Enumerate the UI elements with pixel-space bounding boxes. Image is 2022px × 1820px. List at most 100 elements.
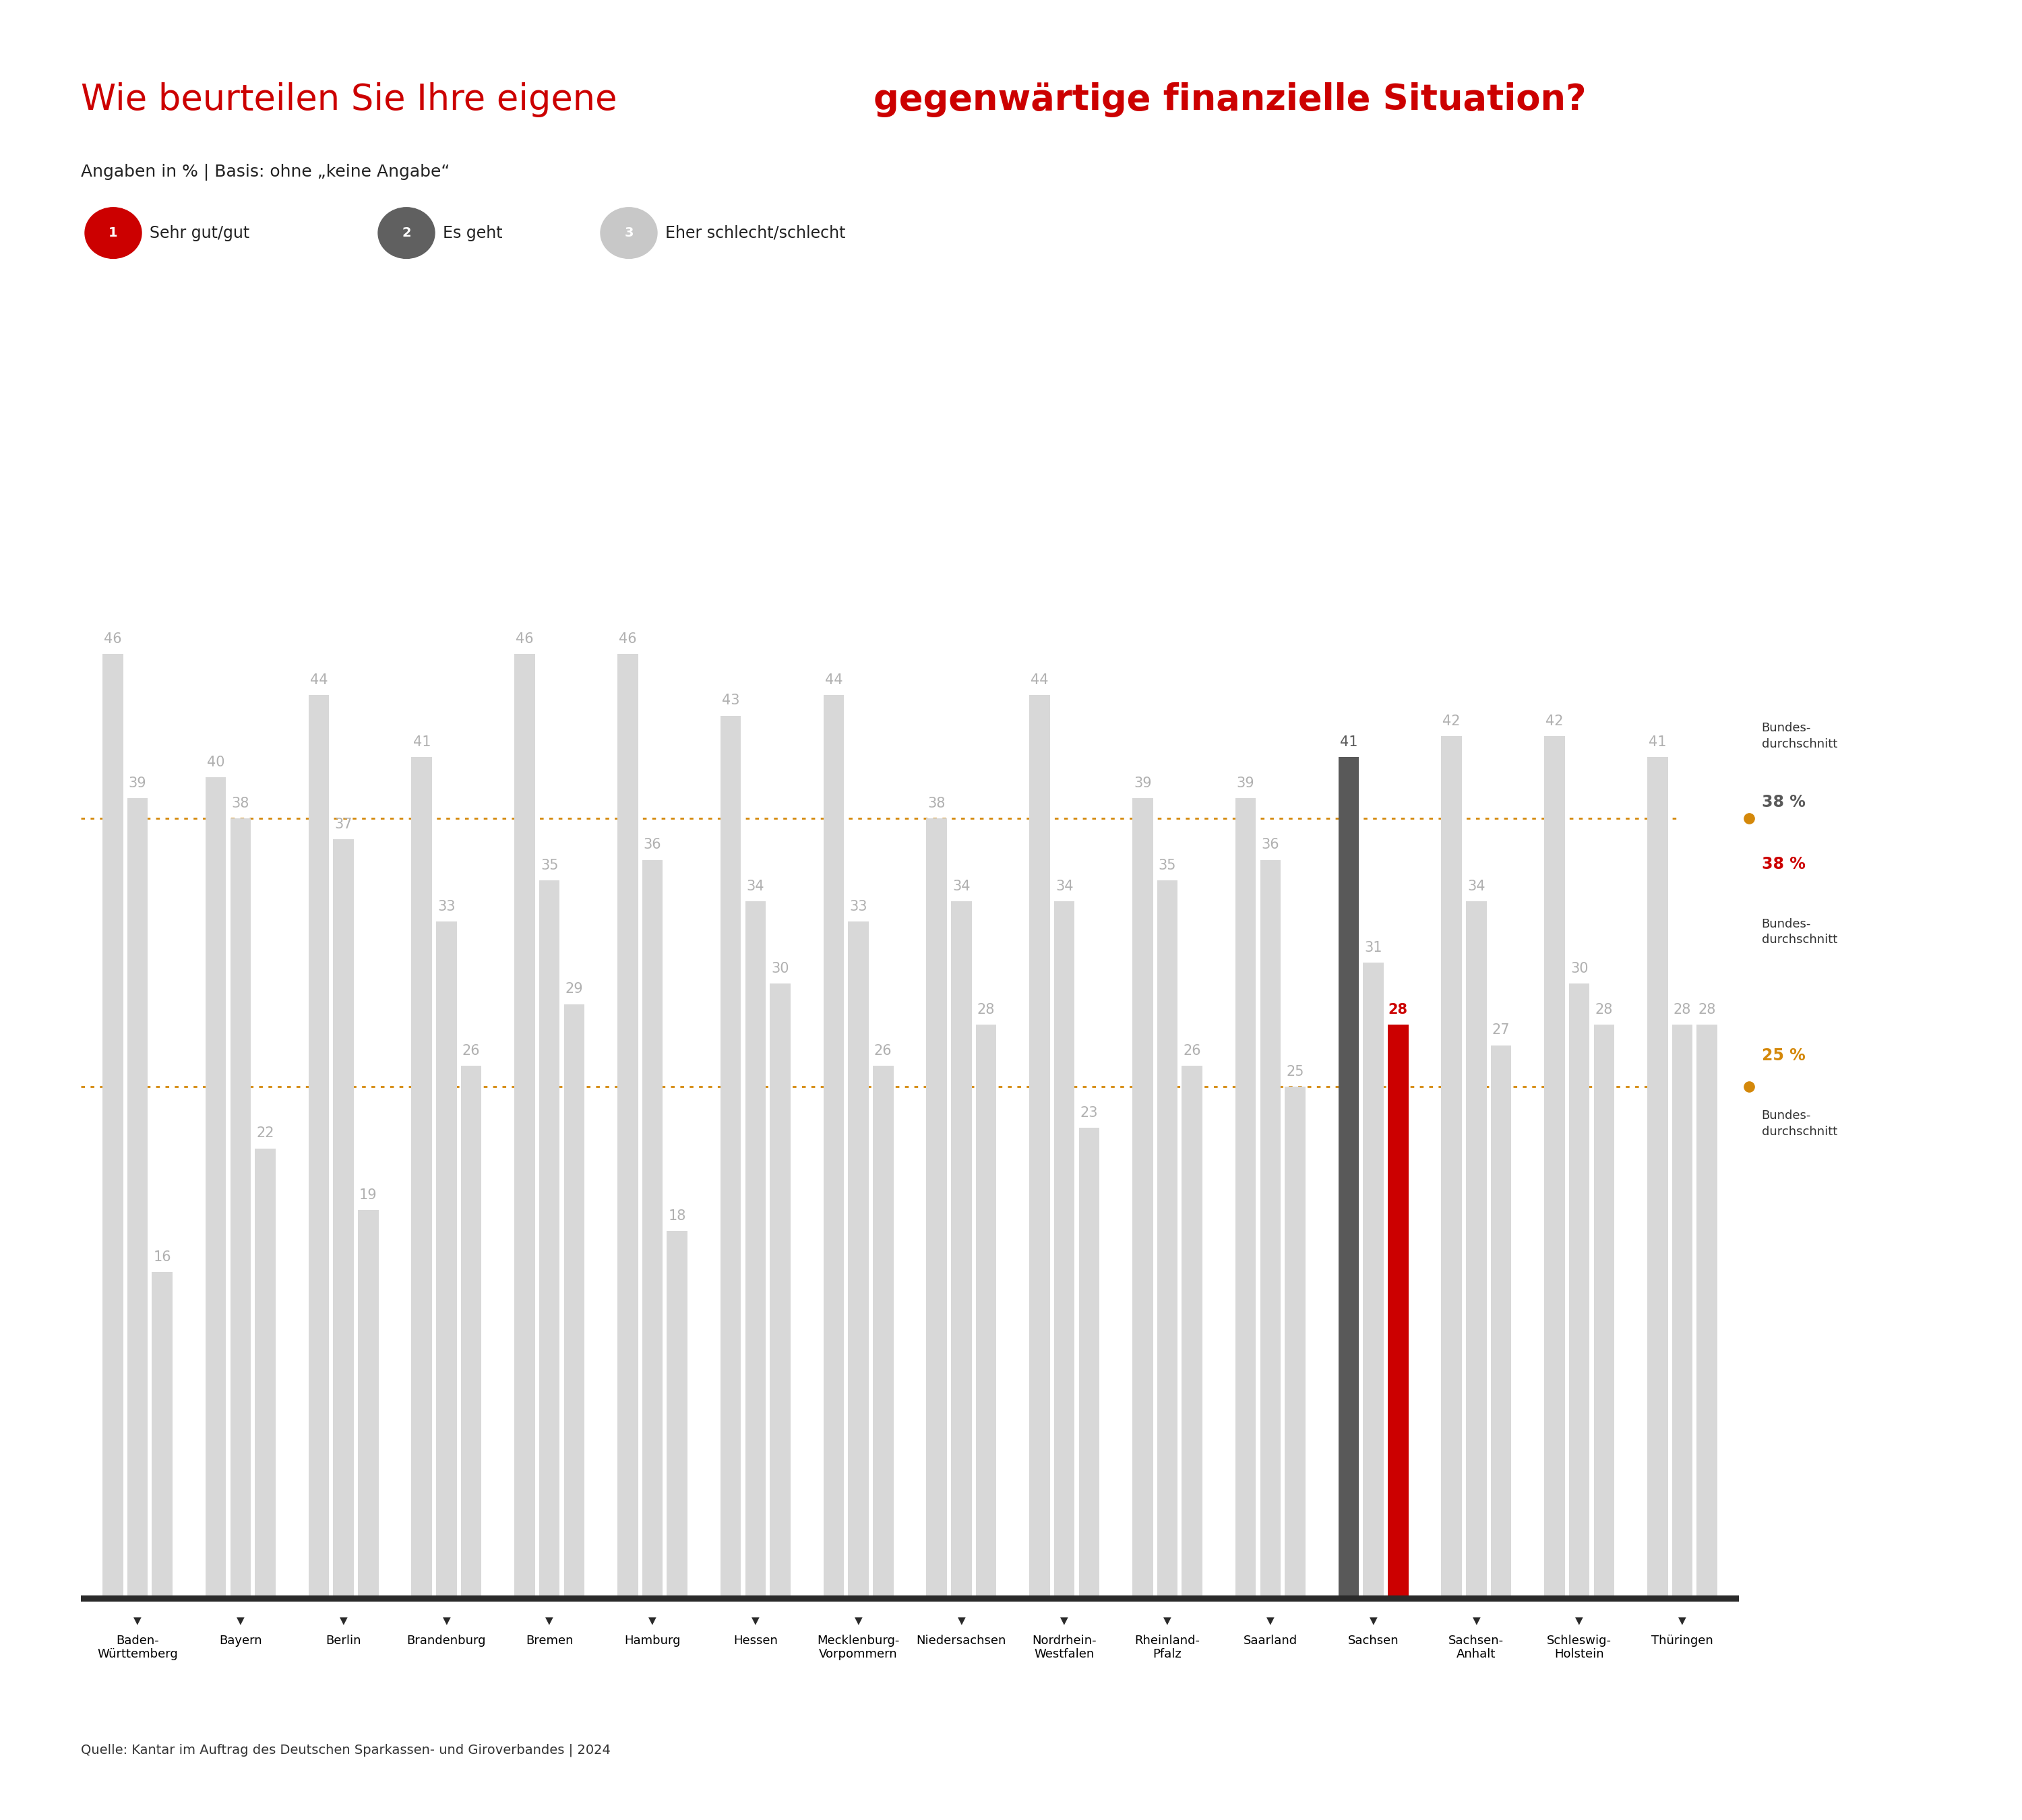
Bar bbox=[1569, 983, 1589, 1602]
Text: 34: 34 bbox=[1468, 879, 1486, 894]
Bar bbox=[231, 819, 251, 1602]
Text: 16: 16 bbox=[154, 1250, 172, 1263]
Text: ▼: ▼ bbox=[958, 1616, 964, 1625]
Text: 34: 34 bbox=[1055, 879, 1074, 894]
Text: 28: 28 bbox=[977, 1003, 995, 1016]
Text: 26: 26 bbox=[463, 1045, 479, 1057]
Text: ▼: ▼ bbox=[649, 1616, 657, 1625]
Bar bbox=[977, 1025, 997, 1602]
Bar bbox=[255, 1148, 275, 1602]
Bar bbox=[1260, 859, 1280, 1602]
Text: 38: 38 bbox=[233, 797, 249, 810]
Text: ▼: ▼ bbox=[1163, 1616, 1171, 1625]
Bar bbox=[437, 921, 457, 1602]
Bar bbox=[1029, 695, 1049, 1602]
Text: 38 %: 38 % bbox=[1761, 855, 1806, 872]
Text: 28: 28 bbox=[1674, 1003, 1690, 1016]
Bar bbox=[540, 881, 560, 1602]
Bar bbox=[1080, 1128, 1100, 1602]
Text: gegenwärtige finanzielle Situation?: gegenwärtige finanzielle Situation? bbox=[874, 82, 1585, 116]
Bar bbox=[1672, 1025, 1692, 1602]
Text: 27: 27 bbox=[1492, 1023, 1510, 1037]
Bar bbox=[926, 819, 946, 1602]
Text: 38: 38 bbox=[928, 797, 946, 810]
Bar bbox=[334, 839, 354, 1602]
Text: Wie beurteilen Sie Ihre eigene: Wie beurteilen Sie Ihre eigene bbox=[81, 82, 629, 116]
Text: 35: 35 bbox=[540, 859, 558, 872]
Text: 44: 44 bbox=[1031, 673, 1049, 686]
Bar bbox=[1284, 1087, 1306, 1602]
Text: 26: 26 bbox=[1183, 1045, 1201, 1057]
Bar bbox=[950, 901, 973, 1602]
Text: ▼: ▼ bbox=[443, 1616, 451, 1625]
Bar bbox=[1157, 881, 1177, 1602]
Bar bbox=[206, 777, 226, 1602]
Text: 31: 31 bbox=[1365, 941, 1383, 956]
Text: 39: 39 bbox=[129, 777, 146, 790]
Text: 3: 3 bbox=[625, 226, 633, 240]
Bar bbox=[720, 715, 740, 1602]
Text: Angaben in % | Basis: ohne „keine Angabe“: Angaben in % | Basis: ohne „keine Angabe… bbox=[81, 164, 449, 180]
Text: Es geht: Es geht bbox=[443, 226, 503, 240]
Text: 44: 44 bbox=[309, 673, 328, 686]
Text: ▼: ▼ bbox=[340, 1616, 348, 1625]
Text: Bundes-
durchschnitt: Bundes- durchschnitt bbox=[1761, 917, 1838, 946]
Text: Quelle: Kantar im Auftrag des Deutschen Sparkassen- und Giroverbandes | 2024: Quelle: Kantar im Auftrag des Deutschen … bbox=[81, 1744, 611, 1756]
Text: ▼: ▼ bbox=[546, 1616, 554, 1625]
Text: ▼: ▼ bbox=[1575, 1616, 1583, 1625]
Text: 38 %: 38 % bbox=[1761, 794, 1806, 810]
Bar bbox=[1181, 1067, 1203, 1602]
Text: 44: 44 bbox=[825, 673, 843, 686]
Text: 25: 25 bbox=[1286, 1065, 1304, 1077]
Text: 28: 28 bbox=[1698, 1003, 1717, 1016]
Text: 46: 46 bbox=[516, 632, 534, 646]
Bar bbox=[643, 859, 663, 1602]
Bar bbox=[1442, 737, 1462, 1602]
Text: 19: 19 bbox=[360, 1188, 378, 1201]
Bar bbox=[1339, 757, 1359, 1602]
Text: ▼: ▼ bbox=[133, 1616, 142, 1625]
Text: 34: 34 bbox=[952, 879, 971, 894]
Text: 33: 33 bbox=[849, 899, 867, 914]
Bar bbox=[152, 1272, 172, 1602]
Text: Eher schlecht/schlecht: Eher schlecht/schlecht bbox=[665, 226, 845, 240]
Text: 1: 1 bbox=[109, 226, 117, 240]
Text: 46: 46 bbox=[103, 632, 121, 646]
Bar bbox=[1132, 797, 1153, 1602]
Text: 36: 36 bbox=[1262, 839, 1280, 852]
Text: Sehr gut/gut: Sehr gut/gut bbox=[150, 226, 249, 240]
Bar bbox=[1648, 757, 1668, 1602]
Bar bbox=[461, 1067, 481, 1602]
Text: 42: 42 bbox=[1442, 715, 1460, 728]
Text: 18: 18 bbox=[667, 1208, 685, 1223]
Text: 39: 39 bbox=[1134, 777, 1153, 790]
Text: 22: 22 bbox=[257, 1127, 275, 1139]
Text: ▼: ▼ bbox=[752, 1616, 760, 1625]
Bar bbox=[823, 695, 843, 1602]
Bar bbox=[103, 653, 123, 1602]
Bar bbox=[874, 1067, 894, 1602]
Text: 39: 39 bbox=[1237, 777, 1254, 790]
Text: 26: 26 bbox=[874, 1045, 892, 1057]
Text: ▼: ▼ bbox=[1472, 1616, 1480, 1625]
Bar bbox=[1235, 797, 1256, 1602]
Text: 40: 40 bbox=[206, 755, 224, 770]
Text: Bundes-
durchschnitt: Bundes- durchschnitt bbox=[1761, 1110, 1838, 1138]
Text: 43: 43 bbox=[722, 693, 740, 708]
Text: 37: 37 bbox=[334, 817, 352, 832]
Text: 36: 36 bbox=[643, 839, 661, 852]
Bar bbox=[1466, 901, 1486, 1602]
Text: 46: 46 bbox=[619, 632, 637, 646]
Bar bbox=[847, 921, 869, 1602]
Bar bbox=[770, 983, 791, 1602]
Text: 23: 23 bbox=[1080, 1107, 1098, 1119]
Text: ▼: ▼ bbox=[855, 1616, 861, 1625]
Text: 41: 41 bbox=[1648, 735, 1666, 748]
Text: 34: 34 bbox=[746, 879, 764, 894]
Text: ▼: ▼ bbox=[237, 1616, 245, 1625]
Bar bbox=[514, 653, 536, 1602]
Text: Bundes-
durchschnitt: Bundes- durchschnitt bbox=[1761, 723, 1838, 750]
Text: 41: 41 bbox=[1341, 735, 1357, 748]
Bar bbox=[358, 1210, 378, 1602]
Bar bbox=[1593, 1025, 1614, 1602]
